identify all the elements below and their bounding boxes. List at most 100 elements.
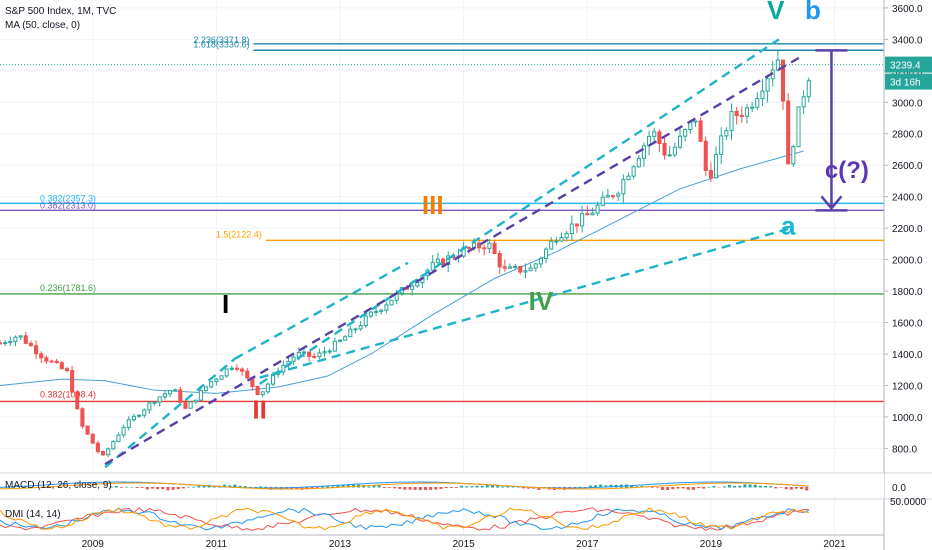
macd-histogram-bar [192,486,196,488]
candle-body [590,212,595,216]
wave-trend-line [258,38,780,385]
candle-body [698,120,703,142]
candle-body [729,110,734,132]
macd-histogram-bar [609,484,613,488]
candle-body [750,106,755,109]
wave-trend-line [234,261,409,360]
fib-label: 0.382(2313.0) [40,200,96,210]
price-tick-label: 1600.0 [892,319,923,330]
macd-histogram-bar [604,485,608,488]
wave-trend-line [259,226,792,379]
candle-body [384,304,389,311]
macd-histogram-bar [764,486,768,488]
macd-histogram-bar [789,487,793,490]
candle-body [234,367,240,370]
macd-histogram-bar [774,487,778,489]
time-tick-label: 2011 [206,539,228,550]
candle-body [44,357,49,362]
macd-histogram-bar [408,487,412,490]
macd-histogram-bar [753,484,757,488]
macd-histogram-bar [537,487,541,490]
candle-body [580,213,585,227]
macd-histogram-bar [470,486,474,488]
macd-histogram-bar [475,485,479,488]
macd-histogram-bar [758,485,762,488]
candle-body [167,390,173,395]
symbol-title: S&P 500 Index, 1M, TVC [5,6,117,17]
candle-body [760,90,765,100]
macd-histogram-bar [655,487,659,488]
macd-line [0,481,809,489]
wave-label: b [805,0,821,25]
macd-pane: MACD (12, 26, close, 9) 0.0 [0,472,932,498]
candle-body [0,342,3,345]
candle-body [363,315,368,327]
macd-histogram-bar [465,486,469,488]
candle-body [600,196,605,206]
time-tick-label: 2009 [82,539,105,550]
dmi-line [0,507,809,532]
price-tick-label: 800.0 [892,444,917,455]
macd-histogram-bar [681,487,685,489]
candle-body [719,135,724,155]
candle-body [492,242,497,255]
macd-histogram-bar [779,487,783,488]
candle-body [59,362,64,370]
candle-body [605,195,610,198]
candle-body [368,311,373,317]
candle-body [142,409,147,416]
macd-histogram-bar [135,487,139,488]
candle-body [34,345,39,355]
macd-histogram-bar [254,487,258,488]
candle-body [610,195,616,198]
macd-signal-line [0,482,809,490]
candle-body [564,232,569,239]
macd-histogram-bar [630,485,634,488]
macd-histogram-bar [722,486,726,488]
macd-histogram-bar [588,485,592,488]
macd-histogram-bar [578,486,582,488]
candle-body [662,143,667,156]
macd-histogram-bar [707,486,711,488]
candle-body [801,96,806,108]
candle-body [162,393,167,398]
candle-body [121,426,126,436]
price-tick-label: 2400.0 [892,193,923,204]
macd-histogram-bar [784,487,788,490]
fib-levels: 2.236(3371.8)1.618(3330.6)0.382(2357.3)0… [0,35,884,403]
macd-histogram-bar [429,487,433,490]
candle-body [348,328,353,338]
candle-body [477,242,482,249]
macd-histogram-bar [114,485,118,488]
candle-body [281,364,286,373]
candle-body [214,378,219,383]
last-price-badge [885,56,932,73]
candle-body [708,169,713,179]
macd-histogram-bar [346,484,350,488]
candle-body [8,341,13,344]
macd-bg [0,473,884,498]
candle-body [173,389,178,392]
candle-body [430,261,435,271]
last-price-value: 3239.4 [890,61,921,72]
macd-histogram-bar [150,487,154,489]
dmi-tick-label: 50.0000 [890,497,927,508]
macd-histogram-bar [238,485,242,488]
macd-histogram-bar [480,485,484,488]
candle-body [569,223,574,234]
candle-body [312,355,317,358]
macd-histogram-bar [166,487,170,491]
ma50-line [0,150,804,394]
macd-histogram-bar [393,487,397,489]
time-tick-label: 2019 [700,539,723,550]
macd-histogram-bar [424,487,428,491]
candle-body [734,110,739,117]
macd-histogram-bar [326,486,330,488]
candle-body [255,386,260,396]
candle-body [198,390,203,401]
candle-body [739,115,744,118]
candle-body [147,402,152,411]
time-tick-label: 2013 [329,539,352,550]
macd-histogram-bar [120,487,124,488]
